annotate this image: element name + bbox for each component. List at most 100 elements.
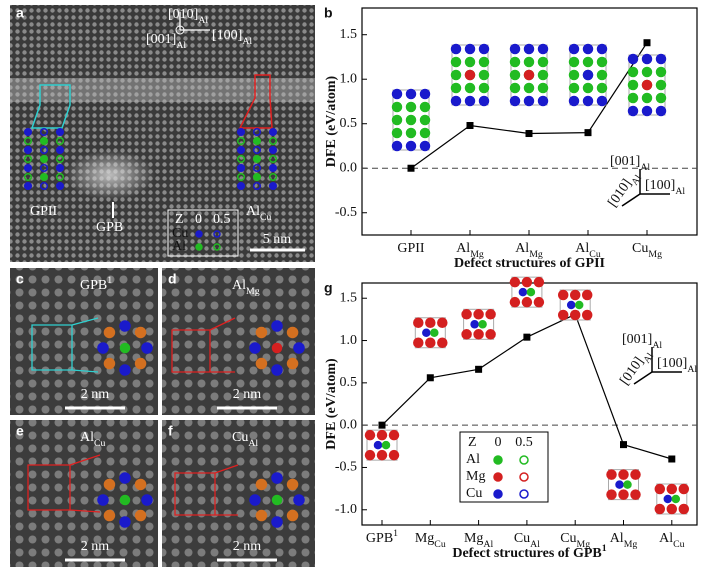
atom [666,483,678,495]
atom [119,342,131,354]
atom [391,88,403,100]
label-sub: Cu [260,212,272,223]
atom [666,503,678,515]
atom [236,136,246,146]
atom [671,494,681,504]
atom [286,509,299,522]
x-tick-label: CuMg [632,241,662,260]
panel-letter: f [168,423,173,439]
atom [523,69,535,81]
axis-label-sub: Al [176,40,186,51]
atom [519,472,529,482]
atom [39,163,49,173]
atom [569,309,581,321]
data-point [525,130,533,138]
atom [485,329,496,340]
atom [271,516,283,528]
atom [568,82,580,94]
atom [509,56,521,68]
atom [566,300,576,310]
x-axis-label: Defect structures of GPII [454,256,605,271]
atom [537,95,549,107]
atom [630,489,641,500]
atom [464,43,476,55]
x-tick-label-sub: Al [530,539,540,550]
legend-z-value: 0.5 [515,435,533,450]
atom [493,489,503,499]
atom [450,56,462,68]
atom [236,145,246,155]
atom [252,172,262,182]
atom [655,105,667,117]
panel-letter: c [16,271,24,287]
atom [655,79,667,91]
y-tick-label: 1.0 [340,333,358,348]
panel-label-base: Al [80,430,94,445]
atom [473,309,484,320]
atom [213,243,221,251]
atom [364,449,376,461]
axis-origin [175,25,185,35]
atom [195,230,203,238]
atom [464,95,476,107]
atom [55,172,65,182]
bright-band [10,78,315,102]
atom [627,92,639,104]
atom [271,472,283,484]
axis-label: [100]Al [212,28,252,47]
x-tick-label: GPB1 [366,528,398,546]
atom [618,469,629,480]
atom [606,469,617,480]
atom [388,449,400,461]
atom [623,480,632,489]
scale-label: 2 nm [81,539,110,554]
atom [255,326,268,339]
atom [23,163,33,173]
red-outline [238,74,273,129]
atom [405,127,417,139]
atom [286,357,299,370]
atom [641,53,653,65]
x-tick-label: GPII [397,241,425,256]
atom [581,309,593,321]
atom [255,478,268,491]
axis-label: [001]Al [622,332,662,351]
panel-label: GPB1 [80,275,112,293]
atom [252,163,262,173]
x-tick-label: AlCu [659,531,685,550]
atom [39,127,49,137]
x-tick-label-sub: Mg [648,249,662,260]
atom [641,92,653,104]
atom [533,296,545,308]
x-tick-label: AlMg [456,241,484,260]
atom [478,56,490,68]
atom [373,440,383,450]
atom [422,328,431,338]
axis-label-sub: Al [687,364,697,375]
x-tick-label-sub: Cu [673,539,685,550]
atom [581,289,593,301]
atom [405,114,417,126]
x-tick-label-base: GPII [397,241,425,256]
axis-label-base: [010] [168,7,198,22]
atom [523,56,535,68]
x-tick-label: CuAl [514,531,540,550]
atom [582,43,594,55]
label-base: Al [246,204,260,219]
x-tick-label-sub: Mg [470,249,484,260]
panel-letter: a [16,5,24,21]
data-point [620,441,627,449]
atom [654,483,666,495]
atom [596,69,608,81]
atom [119,494,131,506]
atom [509,95,521,107]
legend-element: Al [466,452,480,467]
legend-box [459,431,549,503]
atom [405,140,417,152]
panel-label: AlMg [232,278,260,297]
image-d [162,268,315,415]
panel-letter: e [16,423,24,439]
legend-box [167,209,239,257]
atom [461,309,472,320]
atom [39,136,49,146]
